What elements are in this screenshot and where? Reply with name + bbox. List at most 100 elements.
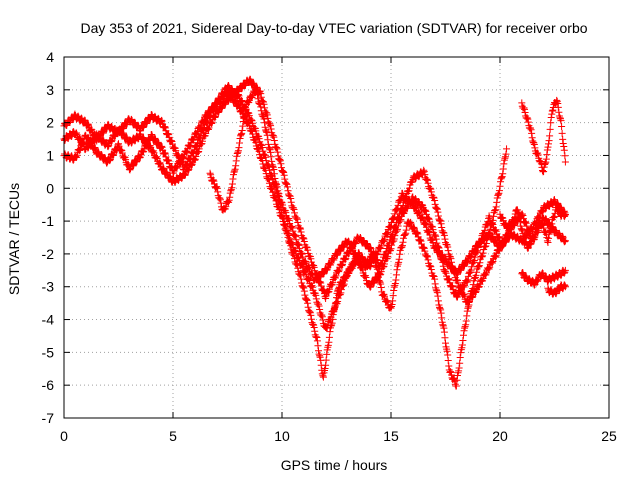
data-point xyxy=(267,148,275,156)
series-track-2 xyxy=(60,75,569,307)
data-point xyxy=(463,258,471,266)
data-point xyxy=(76,146,84,154)
data-point xyxy=(415,198,423,206)
data-point xyxy=(161,124,169,132)
data-point xyxy=(202,130,210,138)
data-point xyxy=(328,319,336,327)
data-point xyxy=(391,281,399,289)
data-point xyxy=(543,151,551,159)
data-point xyxy=(407,218,415,226)
data-point xyxy=(384,298,392,306)
data-point xyxy=(263,128,271,136)
data-point xyxy=(456,359,464,367)
data-point xyxy=(356,234,364,242)
data-point xyxy=(555,108,563,116)
data-point xyxy=(436,216,444,224)
data-point xyxy=(392,271,400,279)
data-point xyxy=(207,171,215,179)
data-point xyxy=(547,119,555,127)
data-point xyxy=(434,247,442,255)
data-point xyxy=(390,215,398,223)
data-point xyxy=(225,196,233,204)
data-point xyxy=(267,125,275,133)
data-point xyxy=(457,346,465,354)
data-point xyxy=(468,263,476,271)
data-point xyxy=(445,275,453,283)
data-point xyxy=(310,323,318,331)
data-point xyxy=(287,195,295,203)
data-point xyxy=(284,187,292,195)
data-point xyxy=(561,237,569,245)
data-point xyxy=(291,209,299,217)
data-point xyxy=(317,279,325,287)
data-point xyxy=(261,119,269,127)
data-point xyxy=(300,268,308,276)
data-point xyxy=(256,100,264,108)
data-point xyxy=(299,234,307,242)
data-point xyxy=(208,120,216,128)
data-point xyxy=(396,250,404,258)
data-point xyxy=(297,225,305,233)
data-point xyxy=(300,287,308,295)
data-point xyxy=(311,327,319,335)
chart-title: Day 353 of 2021, Sidereal Day-to-day VTE… xyxy=(80,20,587,36)
data-point xyxy=(462,277,470,285)
data-point xyxy=(439,262,447,270)
data-point xyxy=(300,284,308,292)
data-point xyxy=(265,176,273,184)
data-point xyxy=(408,199,416,207)
data-point xyxy=(257,90,265,98)
data-point xyxy=(161,149,169,157)
data-point xyxy=(254,95,262,103)
data-point xyxy=(467,253,475,261)
data-point xyxy=(489,257,497,265)
data-point xyxy=(317,282,325,290)
data-point xyxy=(385,239,393,247)
data-point xyxy=(304,303,312,311)
data-point xyxy=(495,233,503,241)
data-point xyxy=(276,157,284,165)
data-point xyxy=(148,148,156,156)
data-point xyxy=(301,291,309,299)
data-point xyxy=(247,92,255,100)
data-point xyxy=(420,168,428,176)
data-point xyxy=(492,236,500,244)
data-point xyxy=(206,169,214,177)
data-point xyxy=(303,296,311,304)
data-point xyxy=(283,183,291,191)
data-point xyxy=(545,140,553,148)
data-point xyxy=(378,260,386,268)
data-point xyxy=(373,265,381,273)
data-point xyxy=(429,226,437,234)
data-point xyxy=(235,139,243,147)
data-point xyxy=(333,251,341,259)
data-point xyxy=(460,262,468,270)
series-track-6 xyxy=(518,96,569,176)
data-point xyxy=(292,236,300,244)
data-point xyxy=(398,243,406,251)
data-point xyxy=(270,137,278,145)
data-point xyxy=(426,231,434,239)
data-point xyxy=(117,146,125,154)
data-point xyxy=(360,272,368,280)
data-point xyxy=(318,311,326,319)
data-point xyxy=(389,292,397,300)
data-point xyxy=(402,229,410,237)
data-point xyxy=(232,157,240,165)
data-point xyxy=(319,316,327,324)
data-point xyxy=(479,275,487,283)
data-point xyxy=(315,300,323,308)
data-point xyxy=(336,247,344,255)
data-point xyxy=(225,88,233,96)
data-point xyxy=(270,166,278,174)
data-point xyxy=(390,287,398,295)
data-point xyxy=(197,140,205,148)
data-point xyxy=(371,254,379,262)
data-point xyxy=(362,273,370,281)
data-point xyxy=(237,84,245,92)
data-point xyxy=(154,138,162,146)
data-point xyxy=(475,283,483,291)
data-point xyxy=(498,174,506,182)
data-point xyxy=(412,203,420,211)
